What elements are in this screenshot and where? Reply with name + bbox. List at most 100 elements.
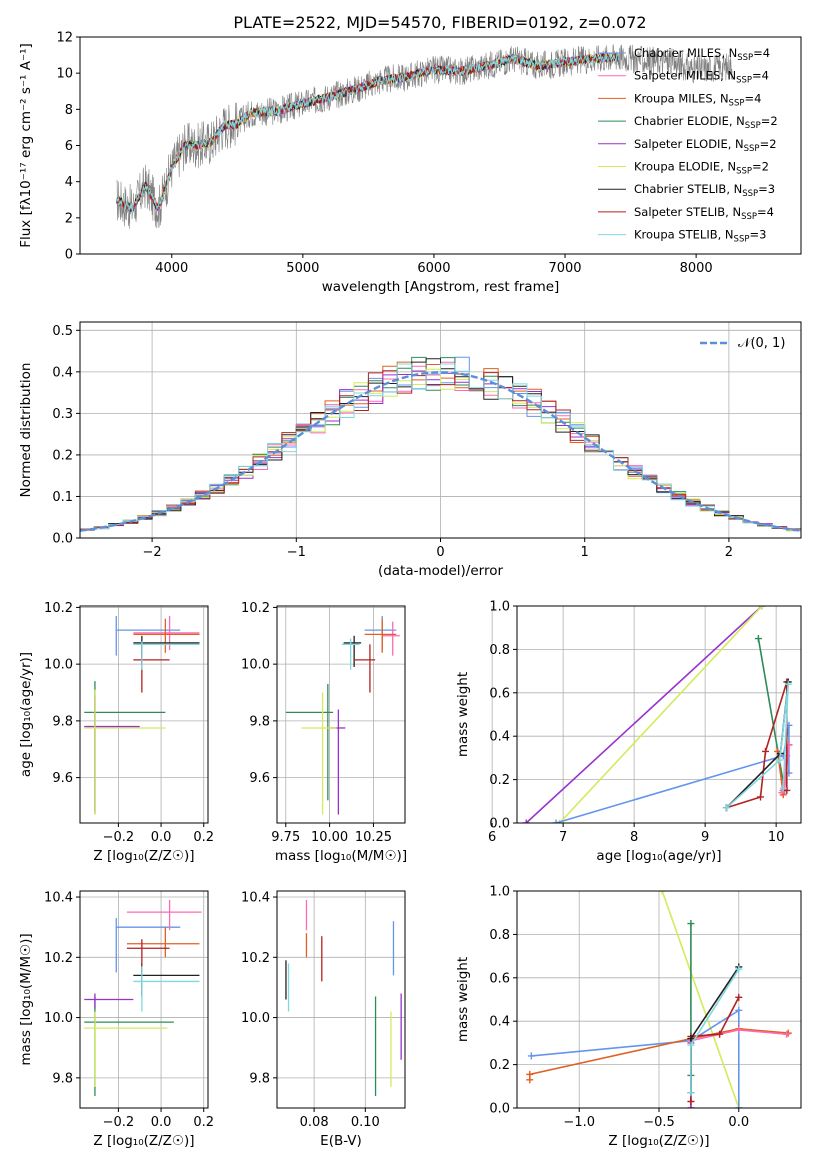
x-tick-label: 0.0 — [728, 1115, 749, 1130]
weight-vs-age-panel: 6 7 8 9 10 0.0 0.2 0.4 0.6 0.8 1.0 age [log₁₀(age/y… — [455, 600, 802, 864]
mass-weight-marker — [784, 680, 792, 688]
spectrum-panel: 4000 5000 6000 7000 8000 0 2 4 6 8 10 12 wavelength … — [18, 31, 802, 295]
axes-frame — [276, 890, 406, 1109]
y-tick-label: 4 — [65, 175, 73, 190]
legend-label: Kroupa ELODIE, NSSP=2 — [634, 160, 769, 177]
y-tick-label: 10.2 — [241, 951, 270, 966]
mass-weight-marker — [784, 1029, 792, 1037]
mass-weight-marker — [735, 1104, 743, 1108]
mass-weight-line — [725, 681, 789, 809]
plot-area — [285, 900, 402, 1096]
x-tick-label: 0.08 — [300, 1115, 329, 1130]
axes-frame — [516, 890, 802, 1109]
y-tick-label: 0.2 — [52, 448, 73, 463]
y-axis-label: age [log₁₀(age/yr)] — [18, 652, 34, 777]
axes-frame — [79, 321, 802, 539]
x-axis-label: mass [log₁₀(M/M☉)] — [275, 848, 407, 864]
plot-area — [522, 606, 793, 823]
mass-vs-metallicity-panel: −0.2 0.0 0.2 9.8 10.0 10.2 10.4 Z [log₁₀(Z/Z☉)]… — [18, 890, 214, 1149]
mass-weight-marker — [527, 1052, 535, 1060]
x-tick-label: 6000 — [417, 261, 450, 276]
legend-label: Kroupa STELIB, NSSP=3 — [634, 228, 766, 245]
figure-title: PLATE=2522, MJD=54570, FIBERID=0192, z=0… — [233, 13, 646, 32]
y-tick-label: 9.6 — [52, 771, 73, 786]
age-vs-metallicity-panel: −0.2 0.0 0.2 9.6 9.8 10.0 10.2 Z [log₁₀(Z/Z☉)] a… — [18, 601, 214, 864]
mass-weight-marker — [687, 1041, 695, 1049]
y-tick-label: 10.2 — [241, 601, 270, 616]
x-tick-label: 0.0 — [151, 1115, 172, 1130]
y-tick-label: 0.4 — [489, 730, 510, 745]
y-tick-label: 10.0 — [44, 1011, 73, 1026]
residual-histogram-step — [80, 363, 801, 531]
y-tick-label: 12 — [56, 31, 73, 46]
y-tick-label: 9.8 — [249, 714, 270, 729]
x-tick-label: 7 — [559, 830, 567, 845]
plot-area — [285, 615, 400, 815]
y-tick-label: 0.3 — [52, 407, 73, 422]
y-tick-label: 0.2 — [489, 773, 510, 788]
x-tick-label: 6 — [488, 830, 496, 845]
x-tick-label: 8000 — [680, 261, 713, 276]
mass-weight-marker — [758, 606, 766, 610]
y-tick-label: 8 — [65, 103, 73, 118]
y-tick-label: 0.2 — [489, 1058, 510, 1073]
legend-label: Salpeter STELIB, NSSP=4 — [634, 205, 774, 222]
axes-frame — [276, 605, 406, 824]
x-axis-label: Z [log₁₀(Z/Z☉)] — [93, 1133, 194, 1149]
mass-weight-marker — [735, 1006, 743, 1014]
y-tick-label: 10.4 — [44, 891, 73, 906]
mass-weight-line — [525, 606, 763, 823]
legend-label: Chabrier MILES, NSSP=4 — [634, 46, 770, 63]
mass-weight-marker — [735, 1026, 743, 1034]
mass-weight-line — [725, 684, 789, 809]
x-axis-label: wavelength [Angstrom, rest frame] — [322, 279, 560, 295]
y-tick-label: 10.4 — [241, 891, 270, 906]
legend-label: Salpeter ELODIE, NSSP=2 — [634, 137, 777, 154]
x-tick-label: 7000 — [548, 261, 581, 276]
y-tick-label: 10.2 — [44, 601, 73, 616]
mass-weight-marker — [556, 819, 564, 823]
plot-area — [526, 891, 792, 1108]
x-axis-label: Z [log₁₀(Z/Z☉)] — [93, 848, 194, 864]
x-axis-label: age [log₁₀(age/yr)] — [596, 848, 721, 864]
mass-weight-marker — [776, 756, 784, 764]
mass-weight-marker — [783, 786, 791, 794]
y-tick-label: 0.4 — [489, 1015, 510, 1030]
mass-weight-line — [531, 1008, 740, 1108]
x-tick-label: 0.0 — [151, 830, 172, 845]
x-tick-label: 9 — [701, 830, 709, 845]
y-axis-label: mass weight — [455, 672, 471, 757]
x-tick-label: 10.00 — [311, 830, 348, 845]
legend-label: Kroupa MILES, NSSP=4 — [634, 91, 761, 108]
x-axis-label: Z [log₁₀(Z/Z☉)] — [608, 1133, 709, 1149]
axes-frame — [79, 890, 209, 1109]
y-tick-label: 9.8 — [52, 1071, 73, 1086]
y-tick-label: 0.5 — [52, 324, 73, 339]
y-tick-label: 0.4 — [52, 365, 73, 380]
x-tick-label: 4000 — [155, 261, 188, 276]
residual-histogram-step — [80, 368, 801, 532]
mass-weight-marker — [735, 965, 743, 973]
x-tick-label: 5000 — [286, 261, 319, 276]
mass-weight-marker — [687, 1097, 695, 1105]
x-axis-label: E(B-V) — [320, 1133, 362, 1149]
plot-area — [80, 356, 801, 532]
mass-weight-line — [555, 725, 790, 823]
y-tick-label: 6 — [65, 139, 73, 154]
mass-weight-marker — [522, 819, 530, 823]
y-tick-label: 0.8 — [489, 643, 510, 658]
x-tick-label: 8 — [630, 830, 638, 845]
mass-weight-marker — [687, 920, 695, 928]
mass-weight-marker — [722, 804, 730, 812]
y-tick-label: 0.6 — [489, 971, 510, 986]
y-tick-label: 10.0 — [241, 1011, 270, 1026]
y-axis-label: Normed distribution — [18, 363, 34, 498]
x-tick-label: −0.5 — [643, 1115, 675, 1130]
model-spectrum-line — [116, 52, 619, 214]
axes-frame — [516, 605, 802, 824]
mass-weight-marker — [716, 1030, 724, 1038]
plot-area — [116, 44, 733, 229]
mass-weight-marker — [754, 635, 762, 643]
x-tick-label: 0.10 — [351, 1115, 380, 1130]
